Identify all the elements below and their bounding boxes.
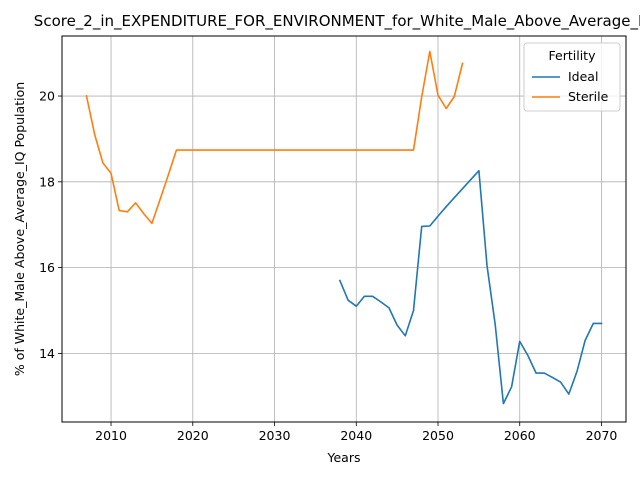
x-tick-label: 2050 [422,428,454,443]
x-tick-label: 2060 [504,428,536,443]
y-tick-label: 18 [39,174,55,189]
legend: Fertility Ideal Sterile [523,42,621,112]
x-tick-label: 2040 [340,428,372,443]
legend-title: Fertility [549,48,597,63]
plot-area-frame [61,35,627,423]
legend-label-sterile: Sterile [568,89,609,104]
x-axis-ticks: 2010 2020 2030 2040 2050 2060 2070 [95,422,617,443]
series-line-ideal [338,169,603,405]
x-axis-label: Years [327,450,361,465]
x-tick-label: 2020 [177,428,209,443]
chart-title: Score_2_in_EXPENDITURE_FOR_ENVIRONMENT_f… [34,12,640,31]
legend-label-ideal: Ideal [568,69,598,84]
legend-box [523,42,621,112]
series-line-sterile [85,50,464,225]
y-tick-label: 20 [39,89,55,104]
series-lines [85,50,603,405]
x-tick-label: 2070 [586,428,618,443]
y-tick-label: 16 [39,260,55,275]
x-tick-label: 2030 [259,428,291,443]
x-tick-label: 2010 [95,428,127,443]
y-axis-ticks: 14 16 18 20 [39,89,62,361]
y-tick-label: 14 [39,346,55,361]
legend-items: Ideal Sterile [532,69,609,104]
y-axis-label: % of White_Male Above_Average_IQ Populat… [12,82,27,376]
